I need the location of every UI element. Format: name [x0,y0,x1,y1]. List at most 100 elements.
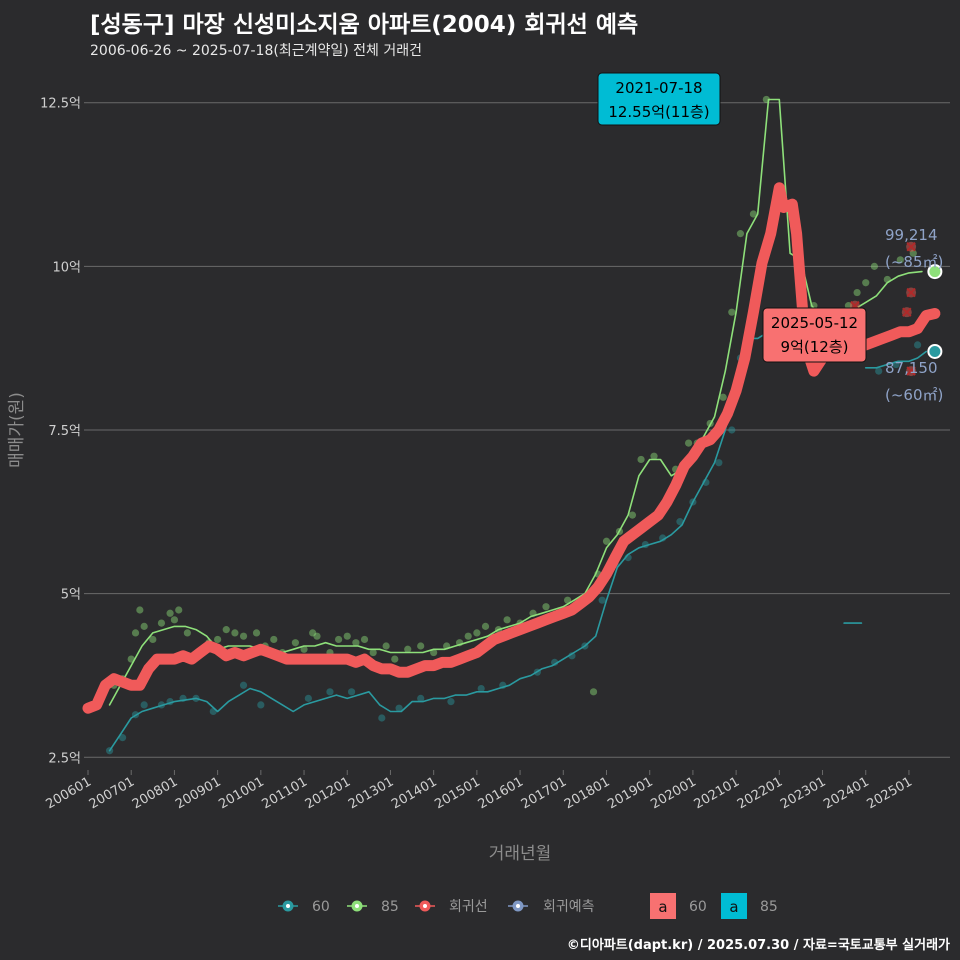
forecast-marker-cross [906,366,916,376]
scatter-point-85 [430,648,438,657]
scatter-point-85 [157,619,166,627]
scatter-point-60 [551,658,559,666]
scatter-point-85 [222,626,230,634]
grid-lines [88,102,950,758]
scatter-point-85 [239,632,248,640]
scatter-point-85 [564,596,572,604]
x-tick-label: 200701 [87,774,137,812]
side-label-value: 87,150 [885,359,938,377]
scatter-point-85 [231,629,239,637]
scatter-point-85 [360,635,369,644]
legend-label: 60 [689,899,707,915]
scatter-point-85 [343,632,351,640]
scatter-point-85 [270,635,278,644]
y-tick-label: 7.5억 [48,424,81,439]
legend-label: 85 [760,899,778,915]
scatter-point-85 [853,288,861,297]
y-tick-label: 12.5억 [40,97,81,112]
legend-swatch-glyph: a [658,898,667,916]
legend-label: 60 [312,899,330,915]
chart-title: [성동구] 마장 신성미소지움 아파트(2004) 회귀선 예측 [90,12,639,38]
x-tick-label: 201201 [303,774,353,812]
scatter-point-60 [715,459,723,467]
y-tick-label: 2.5억 [48,751,81,766]
scatter-point-60 [417,694,425,702]
x-tick-label: 201101 [260,774,310,812]
series-line-85 [108,98,923,706]
legend-label: 회귀예측 [543,899,595,915]
series-line-60 [864,350,928,369]
scatter-point-85 [417,642,425,650]
scatter-point-85 [589,688,598,696]
scatter-point-85 [481,622,490,630]
scatter-point-85 [309,629,317,637]
scatter-point-85 [214,635,222,644]
scatter-point-85 [175,606,183,614]
source-caption: ©디아파트(dapt.kr) / 2025.07.30 / 자료=국토교통부 실… [566,938,950,953]
scatter-point-60 [395,704,403,712]
forecast-marker-cross [906,287,916,298]
scatter-point-60 [347,688,356,696]
series-line-60 [108,330,770,752]
scatter-point-85 [749,210,758,218]
x-tick-label: 201901 [605,774,655,812]
scatter-point-85 [650,452,658,460]
scatter-point-85 [862,279,870,287]
x-tick-label: 202301 [778,774,828,812]
annotation-box-60 [762,307,867,363]
scatter-point-60 [257,701,265,709]
scatter-point-85 [149,635,157,644]
side-label-area: (~60㎡) [885,386,943,404]
x-tick-label: 202201 [735,774,785,812]
side-label-value: 99,214 [885,226,938,244]
y-tick-label: 5억 [61,588,81,603]
legend-dot-core [423,904,427,908]
annotation-price: 12.55억(11층) [608,103,709,121]
annotation-date: 2021-07-18 [615,79,702,97]
series-line-회귀예측 [912,308,941,334]
y-tick-label: 10억 [52,260,81,275]
series-layer [82,98,943,752]
scatter-point-60 [875,367,883,375]
legend-dot-core [286,904,290,908]
x-axis: 2006012007012008012009012010012011012012… [44,770,915,812]
scatter-point-85 [291,639,299,647]
x-axis-title: 거래년월 [489,844,552,864]
scatter-point-85 [628,511,637,519]
scatter-point-85 [542,603,550,611]
scatter-point-85 [503,616,511,624]
scatter-point-85 [136,606,144,614]
y-axis-title: 매매가(원) [7,392,27,468]
scatter-point-85 [404,645,412,653]
legend-swatch-glyph: a [729,898,738,916]
x-tick-label: 200901 [173,774,223,812]
scatter-point-85 [719,393,727,401]
x-tick-label: 201301 [346,774,396,812]
x-tick-label: 200601 [44,774,94,812]
legend-label: 회귀선 [449,899,488,915]
scatter-point-85 [166,609,174,617]
scatter-point-85 [252,629,261,637]
scatter-point-85 [473,629,481,637]
x-tick-label: 201001 [216,774,266,812]
scatter-point-85 [131,629,140,637]
scatter-point-85 [391,655,399,663]
end-point-60 [927,343,943,359]
x-tick-label: 200801 [130,774,180,812]
scatter-point-85 [870,262,878,270]
scatter-point-60 [378,714,386,722]
scatter-point-60 [239,681,248,689]
x-tick-label: 201401 [389,774,439,812]
scatter-point-85 [896,256,904,264]
x-tick-label: 202401 [821,774,871,812]
legend: 60 85 회귀선 회귀예측 a 60 a 85 [278,893,778,919]
forecast-marker-cross [906,242,916,252]
annotation-price: 9억(12층) [781,338,849,356]
scatter-point-60 [598,596,606,604]
scatter-point-85 [183,629,191,637]
series-line-회귀선 [82,182,924,714]
scatter-point-60 [676,518,684,526]
scatter-point-85 [844,302,853,310]
scatter-point-85 [464,632,472,640]
